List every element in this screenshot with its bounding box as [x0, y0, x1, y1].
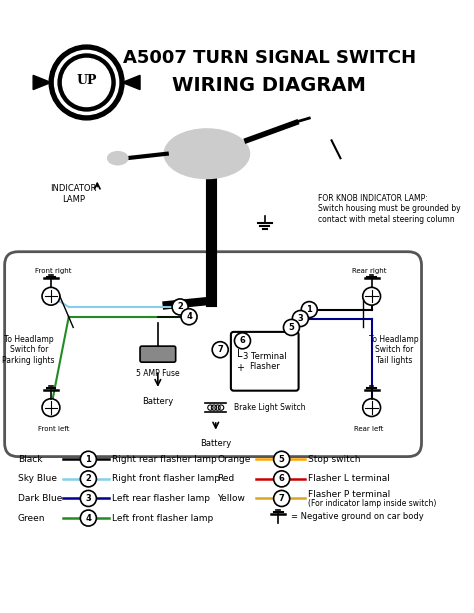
- Text: Flasher L terminal: Flasher L terminal: [309, 474, 390, 484]
- Text: Red: Red: [218, 474, 235, 484]
- Text: Front right: Front right: [36, 268, 72, 274]
- Circle shape: [63, 58, 110, 107]
- Circle shape: [283, 319, 300, 335]
- Text: L: L: [237, 349, 243, 359]
- Text: Rear right: Rear right: [352, 268, 386, 274]
- Circle shape: [81, 510, 96, 526]
- Text: Front left: Front left: [38, 425, 69, 432]
- FancyBboxPatch shape: [5, 252, 421, 457]
- Text: 6: 6: [279, 474, 284, 484]
- Polygon shape: [33, 75, 51, 89]
- Circle shape: [58, 54, 115, 111]
- Circle shape: [363, 398, 381, 416]
- Text: (For indicator lamp inside switch): (For indicator lamp inside switch): [309, 500, 437, 508]
- Circle shape: [49, 45, 124, 120]
- Polygon shape: [122, 75, 140, 89]
- Text: WIRING DIAGRAM: WIRING DIAGRAM: [172, 75, 366, 94]
- Text: FOR KNOB INDICATOR LAMP:
Switch housing must be grounded by
contact with metal s: FOR KNOB INDICATOR LAMP: Switch housing …: [318, 194, 461, 224]
- Circle shape: [273, 471, 290, 487]
- Text: Brake Light Switch: Brake Light Switch: [234, 403, 305, 412]
- Text: Yellow: Yellow: [218, 494, 246, 503]
- Text: 4: 4: [186, 312, 192, 321]
- Text: 2: 2: [85, 474, 91, 484]
- Circle shape: [363, 287, 381, 305]
- Circle shape: [181, 309, 197, 325]
- Text: INDICATOR
LAMP: INDICATOR LAMP: [50, 184, 96, 204]
- Text: 7: 7: [279, 494, 284, 503]
- Ellipse shape: [164, 129, 249, 178]
- Text: 3 Terminal
Flasher: 3 Terminal Flasher: [243, 352, 287, 371]
- Circle shape: [301, 302, 317, 318]
- Text: Battery: Battery: [200, 439, 231, 447]
- Text: 5 AMP Fuse: 5 AMP Fuse: [136, 369, 180, 378]
- Circle shape: [81, 490, 96, 506]
- FancyBboxPatch shape: [231, 332, 299, 390]
- Text: UP: UP: [76, 74, 97, 87]
- Text: Battery: Battery: [142, 397, 173, 406]
- Text: PACIFIC: PACIFIC: [73, 98, 100, 103]
- Text: 5: 5: [279, 455, 284, 464]
- Circle shape: [235, 333, 250, 349]
- Circle shape: [273, 490, 290, 506]
- Text: Sky Blue: Sky Blue: [18, 474, 57, 484]
- Circle shape: [55, 50, 118, 115]
- Circle shape: [212, 341, 228, 358]
- Text: 2: 2: [177, 302, 183, 311]
- Text: A5007 TURN SIGNAL SWITCH: A5007 TURN SIGNAL SWITCH: [123, 50, 416, 67]
- Text: = Negative ground on car body: = Negative ground on car body: [292, 512, 424, 521]
- Text: 4: 4: [85, 514, 91, 522]
- Circle shape: [292, 311, 309, 327]
- Text: To Headlamp
Switch for
Parking lights: To Headlamp Switch for Parking lights: [2, 335, 55, 365]
- Text: Left rear flasher lamp: Left rear flasher lamp: [112, 494, 210, 503]
- Circle shape: [42, 287, 60, 305]
- Ellipse shape: [108, 152, 128, 164]
- Text: 3: 3: [298, 314, 303, 323]
- Circle shape: [172, 299, 188, 315]
- Text: 6: 6: [239, 337, 246, 345]
- Text: +: +: [236, 364, 244, 373]
- Circle shape: [81, 471, 96, 487]
- Text: Rear left: Rear left: [354, 425, 383, 432]
- FancyBboxPatch shape: [140, 346, 176, 362]
- Text: Right front flasher lamp: Right front flasher lamp: [112, 474, 220, 484]
- Text: Orange: Orange: [218, 455, 251, 464]
- Text: 5: 5: [289, 323, 294, 332]
- Text: 3: 3: [85, 494, 91, 503]
- Circle shape: [273, 451, 290, 467]
- Text: 1: 1: [85, 455, 91, 464]
- Text: Left front flasher lamp: Left front flasher lamp: [112, 514, 214, 522]
- Text: Right rear flasher lamp: Right rear flasher lamp: [112, 455, 217, 464]
- Circle shape: [81, 451, 96, 467]
- Text: 7: 7: [217, 345, 223, 354]
- Text: Dark Blue: Dark Blue: [18, 494, 63, 503]
- Text: UNITED: UNITED: [73, 62, 100, 67]
- Text: Green: Green: [18, 514, 46, 522]
- Text: 1: 1: [306, 305, 312, 314]
- Text: Stop switch: Stop switch: [309, 455, 361, 464]
- Circle shape: [42, 398, 60, 416]
- Text: To Headlamp
Switch for
Tail lights: To Headlamp Switch for Tail lights: [369, 335, 419, 365]
- Text: Flasher P terminal: Flasher P terminal: [309, 490, 391, 500]
- Text: Black: Black: [18, 455, 43, 464]
